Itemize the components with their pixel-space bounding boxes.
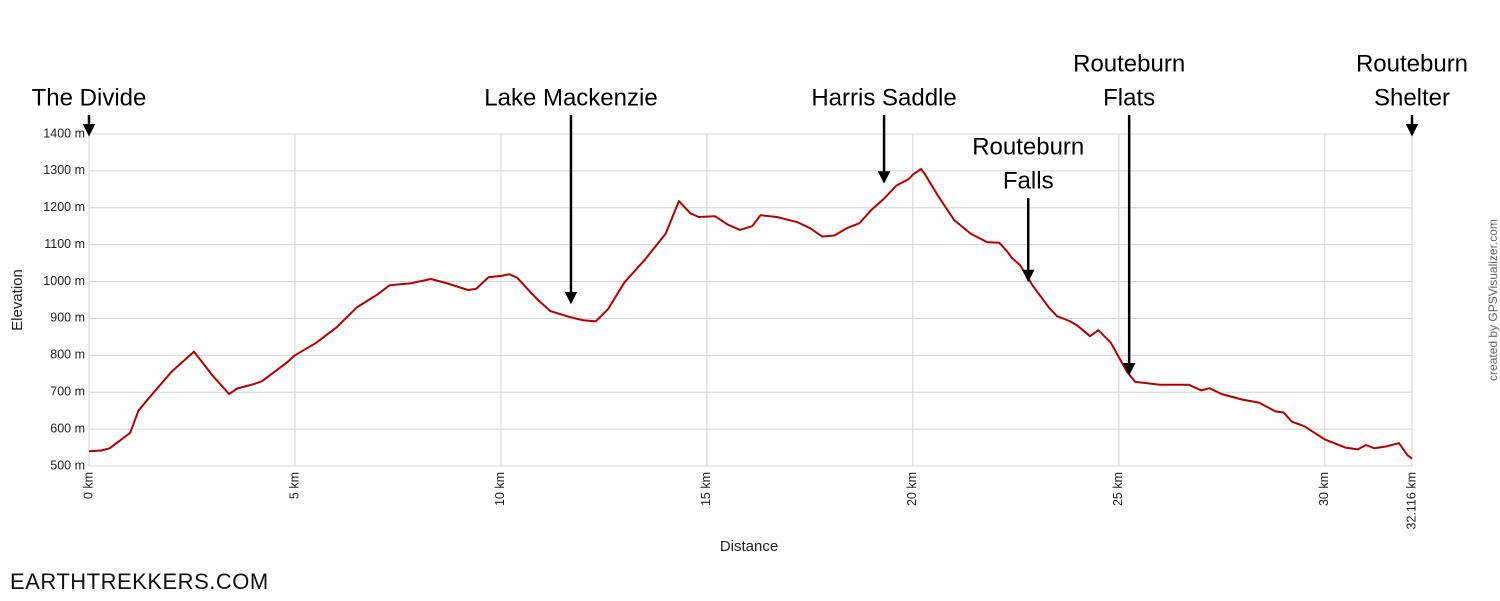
x-axis-label: Distance: [720, 538, 778, 555]
y-tick-label: 700 m: [50, 385, 85, 399]
y-tick-label: 1300 m: [43, 163, 85, 177]
annotation-label: Harris Saddle: [811, 84, 956, 111]
y-tick-label: 1400 m: [43, 126, 85, 140]
y-tick-label: 1100 m: [44, 237, 85, 251]
y-tick-label: 800 m: [50, 348, 85, 362]
annotation-label: Flats: [1103, 84, 1155, 111]
annotation-label: Shelter: [1374, 84, 1450, 111]
annotation-label: Routeburn: [972, 133, 1084, 160]
x-tick-label: 32.116 km: [1404, 472, 1418, 529]
y-tick-label: 600 m: [50, 421, 85, 435]
annotation-label: Falls: [1003, 167, 1054, 194]
x-tick-label: 15 km: [699, 472, 713, 506]
x-tick-label: 20 km: [905, 472, 919, 506]
annotation-label: Routeburn: [1073, 50, 1185, 77]
y-tick-label: 500 m: [50, 458, 85, 472]
y-tick-label: 1200 m: [43, 200, 85, 214]
x-tick-label: 25 km: [1111, 472, 1125, 506]
footer: EARTHTREKKERS.COM: [10, 569, 269, 594]
elevation-line: [88, 168, 1413, 460]
x-tick-label: 10 km: [493, 472, 507, 506]
x-tick-label: 0 km: [81, 472, 95, 499]
y-axis-label: Elevation: [9, 269, 26, 331]
annotation-label: Lake Mackenzie: [484, 84, 657, 111]
y-tick-label: 900 m: [50, 311, 85, 325]
annotation-label: Routeburn: [1356, 50, 1468, 77]
credit: created by GPSVisualizer.com: [1486, 219, 1500, 381]
y-tick-label: 1000 m: [43, 274, 85, 288]
x-tick-label: 30 km: [1317, 472, 1331, 506]
x-tick-label: 5 km: [287, 472, 301, 499]
annotation-label: The Divide: [32, 84, 147, 111]
plot-area: [88, 133, 1413, 467]
